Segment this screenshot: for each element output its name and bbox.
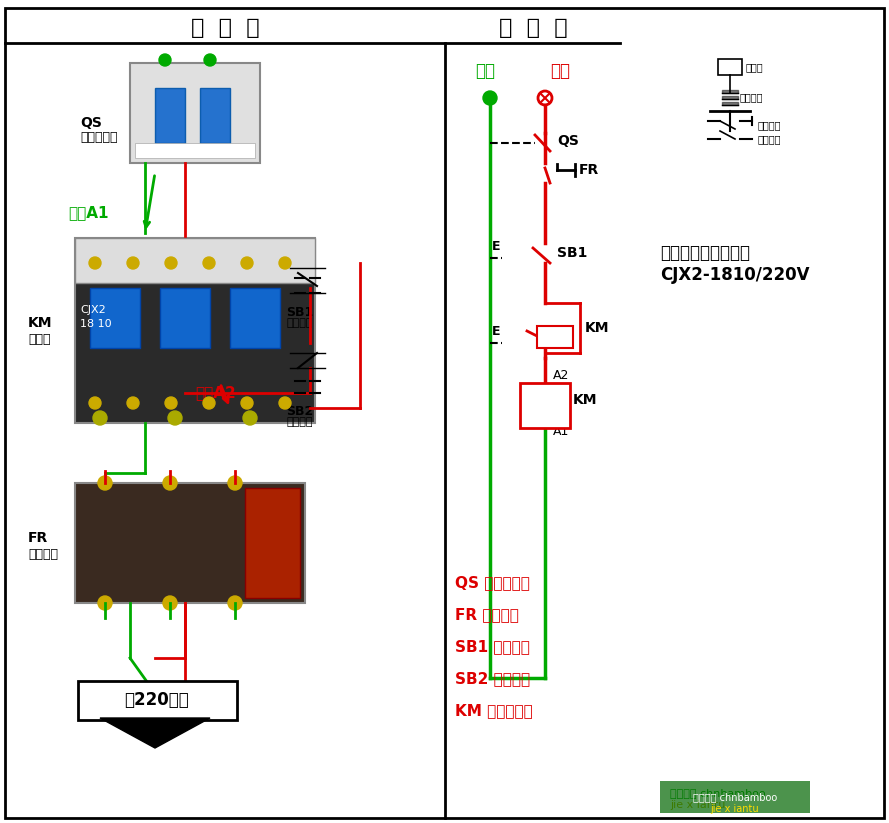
Circle shape — [243, 411, 257, 425]
Text: 线圈A1: 线圈A1 — [68, 206, 108, 221]
Text: 按钮帽: 按钮帽 — [746, 62, 764, 72]
Circle shape — [279, 397, 291, 409]
Text: 线圈A2: 线圈A2 — [195, 385, 236, 401]
Circle shape — [228, 596, 242, 610]
Circle shape — [163, 596, 177, 610]
Text: SB2: SB2 — [540, 332, 565, 342]
Text: 百度知道 chnbamboo: 百度知道 chnbamboo — [693, 792, 777, 802]
Bar — [230, 288, 280, 348]
Circle shape — [98, 476, 112, 490]
Bar — [200, 88, 230, 143]
Text: SB2: SB2 — [286, 405, 314, 418]
Text: E: E — [492, 325, 501, 338]
Text: CJX2: CJX2 — [80, 305, 106, 315]
Text: 注：交流接触器选用: 注：交流接触器选用 — [660, 244, 750, 262]
Circle shape — [279, 257, 291, 269]
Text: KM: KM — [585, 321, 610, 335]
Circle shape — [127, 257, 139, 269]
Bar — [155, 88, 185, 143]
Circle shape — [204, 54, 216, 66]
Text: jie x iantu: jie x iantu — [710, 804, 759, 814]
Bar — [245, 488, 300, 598]
Text: 接220电机: 接220电机 — [124, 691, 189, 709]
Text: 常闭触头: 常闭触头 — [758, 120, 781, 130]
Text: 常开触头: 常开触头 — [758, 134, 781, 144]
Text: 复位弹簧: 复位弹簧 — [740, 92, 764, 102]
Text: SB1: SB1 — [286, 306, 314, 319]
Text: 零线: 零线 — [475, 62, 495, 80]
Circle shape — [241, 397, 253, 409]
Text: 启动按钮: 启动按钮 — [287, 417, 313, 427]
Circle shape — [89, 257, 101, 269]
Text: FR 热继电器: FR 热继电器 — [455, 607, 519, 622]
Circle shape — [241, 257, 253, 269]
Text: jie x iantu: jie x iantu — [670, 800, 725, 810]
Text: 停止按钮: 停止按钮 — [287, 318, 313, 328]
Bar — [75, 483, 305, 603]
Text: KM: KM — [28, 316, 52, 330]
Circle shape — [203, 397, 215, 409]
Text: 实  物  图: 实 物 图 — [190, 18, 260, 38]
Bar — [75, 238, 315, 283]
Text: 接触器: 接触器 — [28, 332, 51, 346]
Text: FR: FR — [28, 531, 48, 545]
Bar — [90, 288, 140, 348]
Text: 火线: 火线 — [550, 62, 570, 80]
Circle shape — [228, 476, 242, 490]
Bar — [75, 238, 315, 423]
Text: KM: KM — [573, 393, 597, 407]
Text: QS: QS — [80, 116, 102, 130]
Bar — [520, 383, 570, 428]
Circle shape — [159, 54, 171, 66]
Text: A2: A2 — [553, 369, 569, 382]
Circle shape — [98, 596, 112, 610]
Text: FR: FR — [579, 163, 599, 177]
Bar — [718, 59, 742, 75]
Text: SB1 停止按钮: SB1 停止按钮 — [455, 639, 530, 654]
Text: SB2 启动按钮: SB2 启动按钮 — [455, 672, 530, 686]
FancyBboxPatch shape — [78, 681, 237, 720]
Text: QS: QS — [557, 134, 579, 148]
Bar — [135, 143, 255, 158]
Circle shape — [165, 257, 177, 269]
Circle shape — [483, 91, 497, 105]
Text: 空气断路器: 空气断路器 — [80, 131, 117, 143]
Bar — [160, 288, 210, 348]
Text: E: E — [492, 240, 501, 253]
Circle shape — [127, 397, 139, 409]
Text: KM 交流接触器: KM 交流接触器 — [455, 704, 533, 718]
Text: A1: A1 — [553, 425, 569, 438]
Bar — [537, 326, 573, 348]
Circle shape — [93, 411, 107, 425]
Text: CJX2-1810/220V: CJX2-1810/220V — [660, 266, 810, 284]
Bar — [660, 781, 810, 813]
Text: QS 空气断路器: QS 空气断路器 — [455, 575, 530, 590]
Text: 百度知道 chnbamboo: 百度知道 chnbamboo — [670, 788, 765, 798]
Circle shape — [89, 397, 101, 409]
Circle shape — [163, 476, 177, 490]
Circle shape — [203, 257, 215, 269]
Circle shape — [168, 411, 182, 425]
Text: 热继电器: 热继电器 — [28, 547, 58, 560]
Polygon shape — [100, 718, 210, 748]
Bar — [130, 63, 260, 163]
Text: 18 10: 18 10 — [80, 319, 112, 329]
Text: 原  理  图: 原 理 图 — [499, 18, 567, 38]
Circle shape — [165, 397, 177, 409]
Text: SB1: SB1 — [557, 246, 588, 260]
